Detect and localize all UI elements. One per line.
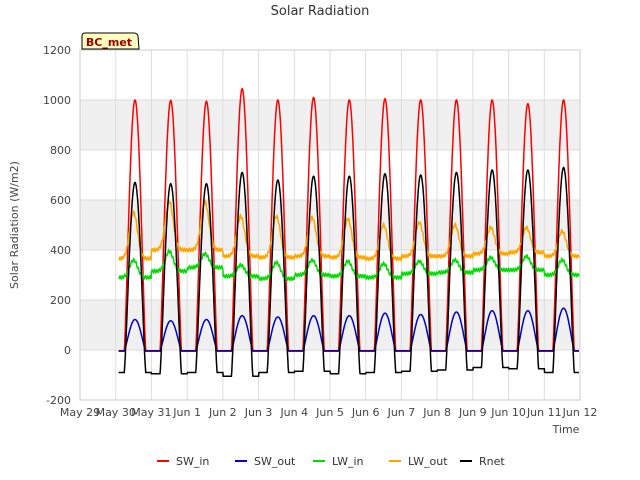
y-tick-label: 600 (50, 194, 71, 207)
y-tick-label: 1000 (43, 94, 71, 107)
x-tick-label: Jun 4 (279, 406, 308, 419)
legend-label: SW_in (176, 455, 209, 468)
legend-label: LW_in (332, 455, 364, 468)
y-tick-label: 800 (50, 144, 71, 157)
y-tick-label: -200 (46, 394, 71, 407)
x-axis-label: Time (552, 423, 580, 436)
series-line-rnet (118, 166, 579, 378)
x-tick-label: May 31 (131, 406, 171, 419)
x-tick-label: Jun 9 (458, 406, 487, 419)
x-tick-label: Jun 11 (526, 406, 562, 419)
x-tick-label: Jun 1 (172, 406, 201, 419)
legend-label: LW_out (408, 455, 448, 468)
x-tick-label: Jun 5 (315, 406, 344, 419)
x-tick-label: May 30 (96, 406, 136, 419)
legend: SW_in SW_out LW_in LW_out Rnet (157, 455, 505, 468)
x-tick-label: Jun 7 (387, 406, 416, 419)
series-lines (118, 87, 580, 378)
series-line-lw-out (118, 199, 580, 262)
y-axis-label: Solar Radiation (W/m2) (8, 161, 21, 289)
legend-label: Rnet (479, 455, 505, 468)
x-tick-label: Jun 10 (490, 406, 526, 419)
station-label-shape (81, 32, 140, 50)
x-tick-label: Jun 3 (244, 406, 273, 419)
y-tick-label: 400 (50, 244, 71, 257)
y-tick-label: 200 (50, 294, 71, 307)
x-tick-label: Jun 2 (208, 406, 237, 419)
chart-title: Solar Radiation (271, 4, 370, 19)
x-tick-label: May 29 (60, 406, 100, 419)
plot-frame (79, 49, 581, 401)
y-axis: -200 0 200 400 600 800 1000 1200 (43, 44, 71, 407)
x-tick-label: Jun 8 (422, 406, 451, 419)
x-tick-label: Jun 6 (351, 406, 380, 419)
x-tick-label: Jun 12 (562, 406, 598, 419)
y-tick-label: 1200 (43, 44, 71, 57)
y-tick-label: 0 (64, 344, 71, 357)
legend-label: SW_out (254, 455, 296, 468)
station-label: BC_met (86, 36, 132, 49)
series-line-lw-in (118, 248, 580, 282)
station-label-box: BC_met (81, 32, 140, 50)
